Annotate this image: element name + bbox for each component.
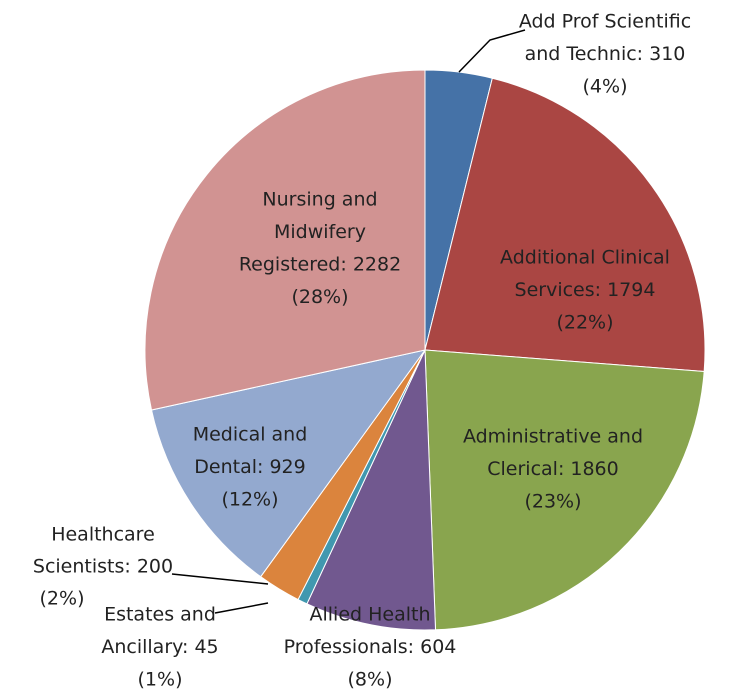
data-label: Registered: 2282 (239, 254, 401, 276)
data-label: Administrative and (463, 426, 643, 448)
data-label: Medical and (193, 424, 308, 446)
data-label: Services: 1794 (515, 279, 656, 301)
pie-slice (424, 349, 705, 631)
data-label: Clerical: 1860 (487, 458, 619, 480)
data-label: Add Prof Scientific (519, 11, 691, 33)
leader-line (171, 573, 269, 585)
data-label: Estates and (104, 604, 216, 626)
pie-slice (306, 349, 437, 631)
data-label: Nursing and (262, 189, 377, 211)
data-label: Healthcare (51, 524, 155, 546)
data-label: (4%) (583, 76, 628, 98)
leader-line (458, 29, 526, 73)
pie-slice (144, 69, 426, 411)
data-label: (12%) (221, 489, 278, 511)
data-label: Professionals: 604 (284, 636, 457, 658)
pie-slice (424, 77, 706, 373)
data-label: (2%) (40, 588, 85, 610)
data-label: Scientists: 200 (33, 556, 173, 578)
data-label: Ancillary: 45 (101, 636, 218, 658)
data-label: (22%) (556, 312, 613, 334)
data-label: (8%) (348, 669, 393, 691)
data-label: Dental: 929 (194, 456, 305, 478)
pie-slice (150, 349, 427, 578)
leader-line (214, 602, 269, 614)
data-label: and Technic: 310 (525, 43, 686, 65)
data-label: (23%) (524, 491, 581, 513)
data-label: Midwifery (274, 221, 366, 243)
data-label: Allied Health (309, 604, 430, 626)
data-label: Additional Clinical (500, 247, 670, 269)
data-label: (28%) (291, 286, 348, 308)
data-label: (1%) (138, 669, 183, 691)
